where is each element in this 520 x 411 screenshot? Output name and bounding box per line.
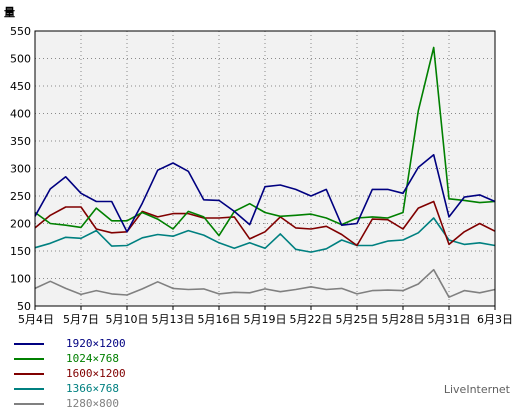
- series-line-1366×768: [34, 217, 496, 253]
- legend-label: 1920×1200: [66, 337, 126, 350]
- y-tick-label: 100: [10, 273, 31, 286]
- y-tick-label: 150: [10, 245, 31, 258]
- x-tick-label: 5月22日: [290, 313, 333, 326]
- x-tick-label: 5月10日: [106, 313, 149, 326]
- legend-swatch: [14, 357, 44, 360]
- x-tick-label: 5月13日: [152, 313, 195, 326]
- legend-item: 1366×768: [14, 381, 126, 396]
- x-tick-label: 5月28日: [382, 313, 425, 326]
- legend-label: 1024×768: [66, 352, 119, 365]
- legend-label: 1280×800: [66, 397, 119, 410]
- y-tick-label: 550: [10, 25, 31, 38]
- x-axis-ticks: 5月4日 5月7日 5月10日 5月13日 5月16日 5月19日 5月22日 5月25日 5月…: [18, 306, 513, 326]
- x-tick-label: 6月3日: [477, 313, 513, 326]
- series-lines: [34, 46, 496, 299]
- y-tick-label: 300: [10, 163, 31, 176]
- series-line-1920×1200: [34, 154, 496, 233]
- x-tick-label: 5月7日: [63, 313, 99, 326]
- y-tick-label: 400: [10, 108, 31, 121]
- y-axis-ticks: 50 100 150 200 250 300 350 400 450 500 550: [10, 25, 31, 313]
- x-tick-label: 5月16日: [198, 313, 241, 326]
- plot-background: [35, 31, 495, 306]
- x-tick-label: 5月4日: [18, 313, 54, 326]
- legend-item: 1024×768: [14, 351, 126, 366]
- x-tick-label: 5月19日: [244, 313, 287, 326]
- y-axis-label: 量: [4, 6, 15, 19]
- grid: [35, 31, 495, 306]
- y-tick-label: 500: [10, 53, 31, 66]
- legend-swatch: [14, 387, 44, 390]
- legend-swatch: [14, 372, 44, 375]
- legend: 1920×1200 1024×768 1600×1200 1366×768 1280×8…: [14, 336, 126, 411]
- series-line-1600×1200: [34, 200, 496, 247]
- credit-text: LiveInternet: [443, 383, 510, 396]
- x-tick-label: 5月25日: [336, 313, 379, 326]
- legend-item: 1920×1200: [14, 336, 126, 351]
- y-tick-label: 250: [10, 190, 31, 203]
- legend-item: 1600×1200: [14, 366, 126, 381]
- series-line-1280×800: [34, 268, 496, 299]
- legend-label: 1600×1200: [66, 367, 126, 380]
- series-line-1024×768: [34, 46, 496, 237]
- y-tick-label: 200: [10, 218, 31, 231]
- legend-label: 1366×768: [66, 382, 119, 395]
- y-tick-label: 50: [17, 300, 31, 313]
- y-tick-label: 450: [10, 80, 31, 93]
- y-tick-label: 350: [10, 135, 31, 148]
- legend-swatch: [14, 402, 44, 405]
- legend-swatch: [14, 342, 44, 345]
- x-tick-label: 5月31日: [428, 313, 471, 326]
- legend-item: 1280×800: [14, 396, 126, 411]
